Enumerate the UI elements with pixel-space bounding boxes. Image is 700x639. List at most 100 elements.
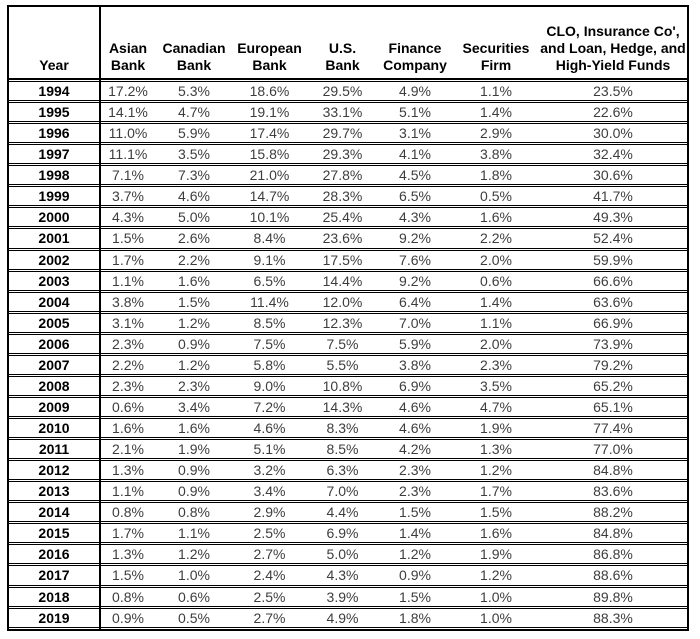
column-header-line: Bank bbox=[252, 57, 287, 73]
table-row: 2005 3.1% 1.2% 8.5% 12.3% 7.0% 1.1% 66.9% bbox=[9, 312, 687, 333]
value-cell-european-bank: 2.5% bbox=[231, 523, 308, 544]
value-cell-securities-firm: 1.8% bbox=[453, 165, 539, 186]
value-cell-us-bank: 29.3% bbox=[308, 144, 377, 165]
data-table: Year Asian Bank Canadian Bank European Bank U.S… bbox=[9, 7, 687, 629]
value-cell-us-bank: 7.0% bbox=[308, 481, 377, 502]
value-cell-finance-company: 9.2% bbox=[377, 270, 453, 291]
column-header-line: Finance bbox=[388, 40, 442, 56]
table-row: 2008 2.3% 2.3% 9.0% 10.8% 6.9% 3.5% 65.2% bbox=[9, 375, 687, 396]
column-header-year: Year bbox=[9, 8, 99, 80]
column-header-us-bank: U.S. Bank bbox=[308, 8, 377, 80]
value-cell-finance-company: 7.0% bbox=[377, 312, 453, 333]
value-cell-canadian-bank: 5.9% bbox=[157, 123, 231, 144]
value-cell-asian-bank: 11.0% bbox=[99, 123, 157, 144]
value-cell-european-bank: 7.2% bbox=[231, 396, 308, 417]
value-cell-european-bank: 19.1% bbox=[231, 102, 308, 123]
value-cell-finance-company: 2.3% bbox=[377, 481, 453, 502]
value-cell-canadian-bank: 2.3% bbox=[157, 375, 231, 396]
value-cell-securities-firm: 2.0% bbox=[453, 249, 539, 270]
value-cell-clo-funds: 41.7% bbox=[539, 186, 687, 207]
value-cell-european-bank: 18.6% bbox=[231, 81, 308, 102]
value-cell-european-bank: 15.8% bbox=[231, 144, 308, 165]
year-cell: 2001 bbox=[9, 228, 99, 249]
value-cell-asian-bank: 14.1% bbox=[99, 102, 157, 123]
table-row: 2009 0.6% 3.4% 7.2% 14.3% 4.6% 4.7% 65.1% bbox=[9, 396, 687, 417]
value-cell-clo-funds: 52.4% bbox=[539, 228, 687, 249]
value-cell-us-bank: 12.0% bbox=[308, 291, 377, 312]
value-cell-finance-company: 0.9% bbox=[377, 565, 453, 586]
year-cell: 1998 bbox=[9, 165, 99, 186]
value-cell-canadian-bank: 2.2% bbox=[157, 249, 231, 270]
value-cell-european-bank: 3.2% bbox=[231, 460, 308, 481]
value-cell-asian-bank: 4.3% bbox=[99, 207, 157, 228]
value-cell-clo-funds: 32.4% bbox=[539, 144, 687, 165]
value-cell-european-bank: 2.9% bbox=[231, 502, 308, 523]
value-cell-securities-firm: 1.2% bbox=[453, 460, 539, 481]
table-row: 2003 1.1% 1.6% 6.5% 14.4% 9.2% 0.6% 66.6% bbox=[9, 270, 687, 291]
value-cell-finance-company: 1.5% bbox=[377, 586, 453, 607]
value-cell-clo-funds: 59.9% bbox=[539, 249, 687, 270]
year-cell: 2019 bbox=[9, 607, 99, 628]
value-cell-securities-firm: 3.5% bbox=[453, 375, 539, 396]
value-cell-us-bank: 28.3% bbox=[308, 186, 377, 207]
table-row: 2019 0.9% 0.5% 2.7% 4.9% 1.8% 1.0% 88.3% bbox=[9, 607, 687, 628]
column-header-line: Company bbox=[383, 57, 447, 73]
value-cell-canadian-bank: 2.6% bbox=[157, 228, 231, 249]
column-header-line: Asian bbox=[108, 40, 148, 56]
value-cell-canadian-bank: 0.5% bbox=[157, 607, 231, 628]
value-cell-finance-company: 1.5% bbox=[377, 502, 453, 523]
value-cell-clo-funds: 86.8% bbox=[539, 544, 687, 565]
year-cell: 2012 bbox=[9, 460, 99, 481]
table-row: 2016 1.3% 1.2% 2.7% 5.0% 1.2% 1.9% 86.8% bbox=[9, 544, 687, 565]
year-cell: 2005 bbox=[9, 312, 99, 333]
value-cell-canadian-bank: 0.9% bbox=[157, 333, 231, 354]
table-row: 2001 1.5% 2.6% 8.4% 23.6% 9.2% 2.2% 52.4% bbox=[9, 228, 687, 249]
value-cell-canadian-bank: 1.0% bbox=[157, 565, 231, 586]
column-header-european-bank: European Bank bbox=[231, 8, 308, 80]
value-cell-finance-company: 3.8% bbox=[377, 354, 453, 375]
table-row: 2006 2.3% 0.9% 7.5% 7.5% 5.9% 2.0% 73.9% bbox=[9, 333, 687, 354]
value-cell-us-bank: 14.3% bbox=[308, 396, 377, 417]
value-cell-european-bank: 5.1% bbox=[231, 439, 308, 460]
value-cell-finance-company: 5.9% bbox=[377, 333, 453, 354]
column-header-line: Bank bbox=[110, 57, 146, 73]
value-cell-european-bank: 21.0% bbox=[231, 165, 308, 186]
table-header: Year Asian Bank Canadian Bank European Bank U.S… bbox=[9, 8, 687, 80]
table-row: 2018 0.8% 0.6% 2.5% 3.9% 1.5% 1.0% 89.8% bbox=[9, 586, 687, 607]
table-row: 2017 1.5% 1.0% 2.4% 4.3% 0.9% 1.2% 88.6% bbox=[9, 565, 687, 586]
value-cell-clo-funds: 89.8% bbox=[539, 586, 687, 607]
table-row: 1998 7.1% 7.3% 21.0% 27.8% 4.5% 1.8% 30.6% bbox=[9, 165, 687, 186]
value-cell-securities-firm: 3.8% bbox=[453, 144, 539, 165]
value-cell-canadian-bank: 4.6% bbox=[157, 186, 231, 207]
value-cell-clo-funds: 63.6% bbox=[539, 291, 687, 312]
value-cell-asian-bank: 2.3% bbox=[99, 375, 157, 396]
value-cell-us-bank: 4.9% bbox=[308, 607, 377, 628]
value-cell-european-bank: 8.5% bbox=[231, 312, 308, 333]
value-cell-finance-company: 5.1% bbox=[377, 102, 453, 123]
value-cell-european-bank: 7.5% bbox=[231, 333, 308, 354]
value-cell-us-bank: 8.3% bbox=[308, 418, 377, 439]
value-cell-european-bank: 2.7% bbox=[231, 607, 308, 628]
value-cell-european-bank: 2.5% bbox=[231, 586, 308, 607]
value-cell-canadian-bank: 5.3% bbox=[157, 81, 231, 102]
value-cell-asian-bank: 3.8% bbox=[99, 291, 157, 312]
value-cell-canadian-bank: 1.2% bbox=[157, 544, 231, 565]
value-cell-us-bank: 17.5% bbox=[308, 249, 377, 270]
column-header-line: European bbox=[237, 40, 302, 56]
value-cell-european-bank: 4.6% bbox=[231, 418, 308, 439]
value-cell-european-bank: 2.4% bbox=[231, 565, 308, 586]
value-cell-us-bank: 12.3% bbox=[308, 312, 377, 333]
value-cell-asian-bank: 1.5% bbox=[99, 565, 157, 586]
value-cell-finance-company: 6.5% bbox=[377, 186, 453, 207]
value-cell-clo-funds: 66.9% bbox=[539, 312, 687, 333]
value-cell-finance-company: 4.3% bbox=[377, 207, 453, 228]
value-cell-us-bank: 14.4% bbox=[308, 270, 377, 291]
year-cell: 2009 bbox=[9, 396, 99, 417]
value-cell-clo-funds: 88.3% bbox=[539, 607, 687, 628]
value-cell-us-bank: 5.0% bbox=[308, 544, 377, 565]
value-cell-asian-bank: 0.9% bbox=[99, 607, 157, 628]
table-row: 2004 3.8% 1.5% 11.4% 12.0% 6.4% 1.4% 63.6% bbox=[9, 291, 687, 312]
column-header-line: High-Yield Funds bbox=[555, 57, 671, 73]
value-cell-us-bank: 29.7% bbox=[308, 123, 377, 144]
value-cell-asian-bank: 11.1% bbox=[99, 144, 157, 165]
